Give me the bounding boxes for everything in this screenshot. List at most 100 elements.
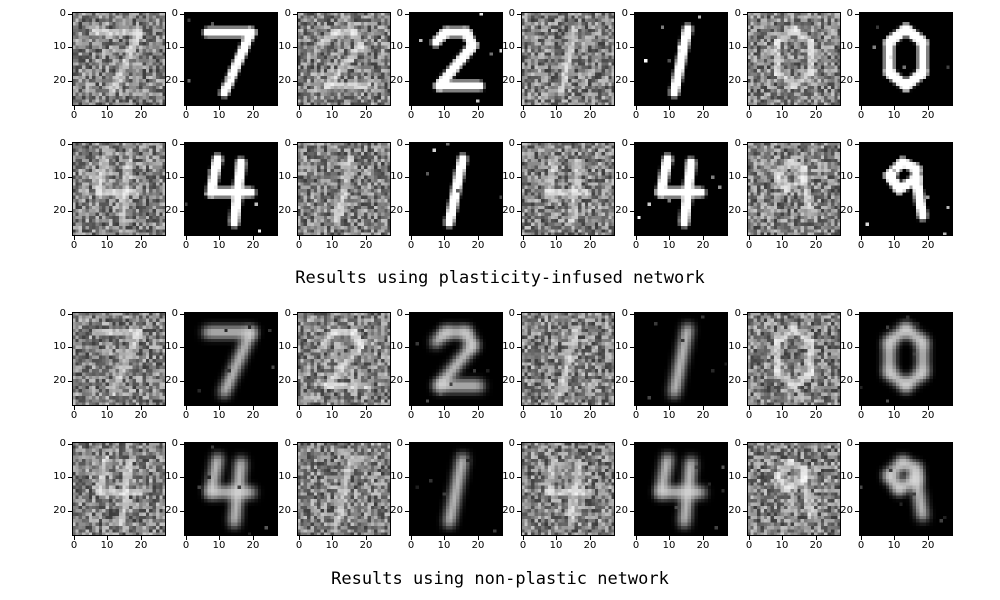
x-tick <box>299 536 300 540</box>
y-tick-label: 0 <box>59 308 66 319</box>
y-tick <box>743 14 747 15</box>
y-tick <box>180 211 184 212</box>
y-tick <box>180 47 184 48</box>
x-tick <box>253 536 254 540</box>
x-tick-label: 10 <box>662 110 676 121</box>
y-tick <box>630 477 634 478</box>
x-tick-label: 20 <box>134 240 148 251</box>
x-tick <box>523 236 524 240</box>
y-tick <box>743 47 747 48</box>
y-tick-label: 0 <box>846 138 853 149</box>
y-tick <box>405 81 409 82</box>
x-tick-label: 10 <box>212 110 226 121</box>
x-tick <box>332 236 333 240</box>
noisy-digit-image <box>72 142 166 236</box>
y-tick-label: 0 <box>508 138 515 149</box>
x-tick-label: 10 <box>549 410 563 421</box>
x-tick-label: 0 <box>407 410 415 421</box>
x-tick <box>590 536 591 540</box>
x-tick <box>556 106 557 110</box>
x-tick-label: 10 <box>549 240 563 251</box>
x-tick-label: 0 <box>519 540 527 551</box>
x-tick-label: 0 <box>632 540 640 551</box>
x-tick-label: 20 <box>921 240 935 251</box>
y-tick-label: 0 <box>284 308 291 319</box>
y-tick-label: 0 <box>284 138 291 149</box>
y-tick-label: 20 <box>278 505 291 516</box>
y-tick-label: 10 <box>615 171 628 182</box>
x-tick-label: 10 <box>437 410 451 421</box>
y-tick-label: 10 <box>502 171 515 182</box>
y-tick <box>405 314 409 315</box>
y-tick-label: 0 <box>171 438 178 449</box>
x-tick <box>219 236 220 240</box>
x-tick-label: 0 <box>745 110 753 121</box>
x-tick-label: 0 <box>182 410 190 421</box>
y-tick-label: 0 <box>734 8 741 19</box>
x-tick <box>928 236 929 240</box>
x-tick-label: 0 <box>632 410 640 421</box>
x-tick-label: 20 <box>359 110 373 121</box>
y-tick <box>405 47 409 48</box>
y-tick-label: 10 <box>728 41 741 52</box>
x-tick-label: 0 <box>295 240 303 251</box>
x-tick-label: 10 <box>775 540 789 551</box>
x-tick-label: 20 <box>809 110 823 121</box>
y-tick <box>180 381 184 382</box>
x-tick <box>299 106 300 110</box>
y-tick <box>517 14 521 15</box>
x-tick-label: 20 <box>359 410 373 421</box>
x-tick <box>703 106 704 110</box>
x-tick <box>253 406 254 410</box>
y-tick-label: 10 <box>840 341 853 352</box>
y-tick <box>630 444 634 445</box>
caption-non-plastic: Results using non-plastic network <box>331 569 669 589</box>
x-tick <box>782 536 783 540</box>
x-tick-label: 20 <box>134 110 148 121</box>
x-tick-label: 10 <box>775 240 789 251</box>
reconstructed-digit-image <box>409 442 503 536</box>
y-tick <box>517 511 521 512</box>
x-tick <box>253 106 254 110</box>
y-tick <box>517 144 521 145</box>
y-tick-label: 0 <box>171 8 178 19</box>
x-tick <box>107 406 108 410</box>
y-tick <box>630 47 634 48</box>
y-tick-label: 0 <box>846 438 853 449</box>
y-tick-label: 10 <box>502 471 515 482</box>
x-tick-label: 0 <box>407 110 415 121</box>
y-tick-label: 0 <box>734 138 741 149</box>
y-tick <box>855 444 859 445</box>
noisy-digit-image <box>521 312 615 406</box>
x-tick-label: 10 <box>775 410 789 421</box>
y-tick-label: 20 <box>165 375 178 386</box>
x-tick-label: 20 <box>696 540 710 551</box>
x-tick-label: 0 <box>407 240 415 251</box>
caption-plastic: Results using plasticity-infused network <box>295 268 705 288</box>
y-tick-label: 0 <box>846 308 853 319</box>
y-tick <box>743 347 747 348</box>
reconstructed-digit-image <box>634 442 728 536</box>
x-tick <box>669 536 670 540</box>
x-tick <box>366 236 367 240</box>
x-tick <box>141 236 142 240</box>
x-tick <box>928 536 929 540</box>
x-tick <box>366 106 367 110</box>
y-tick-label: 0 <box>734 438 741 449</box>
x-tick <box>894 536 895 540</box>
x-tick-label: 10 <box>212 240 226 251</box>
x-tick <box>749 536 750 540</box>
x-tick-label: 20 <box>359 240 373 251</box>
y-tick <box>405 347 409 348</box>
x-tick <box>186 406 187 410</box>
x-tick-label: 10 <box>887 240 901 251</box>
x-tick <box>816 106 817 110</box>
x-tick <box>366 406 367 410</box>
y-tick <box>68 381 72 382</box>
y-tick <box>517 81 521 82</box>
x-tick <box>444 236 445 240</box>
x-tick-label: 20 <box>583 240 597 251</box>
x-tick <box>107 106 108 110</box>
noisy-digit-image <box>297 312 391 406</box>
x-tick-label: 0 <box>745 240 753 251</box>
